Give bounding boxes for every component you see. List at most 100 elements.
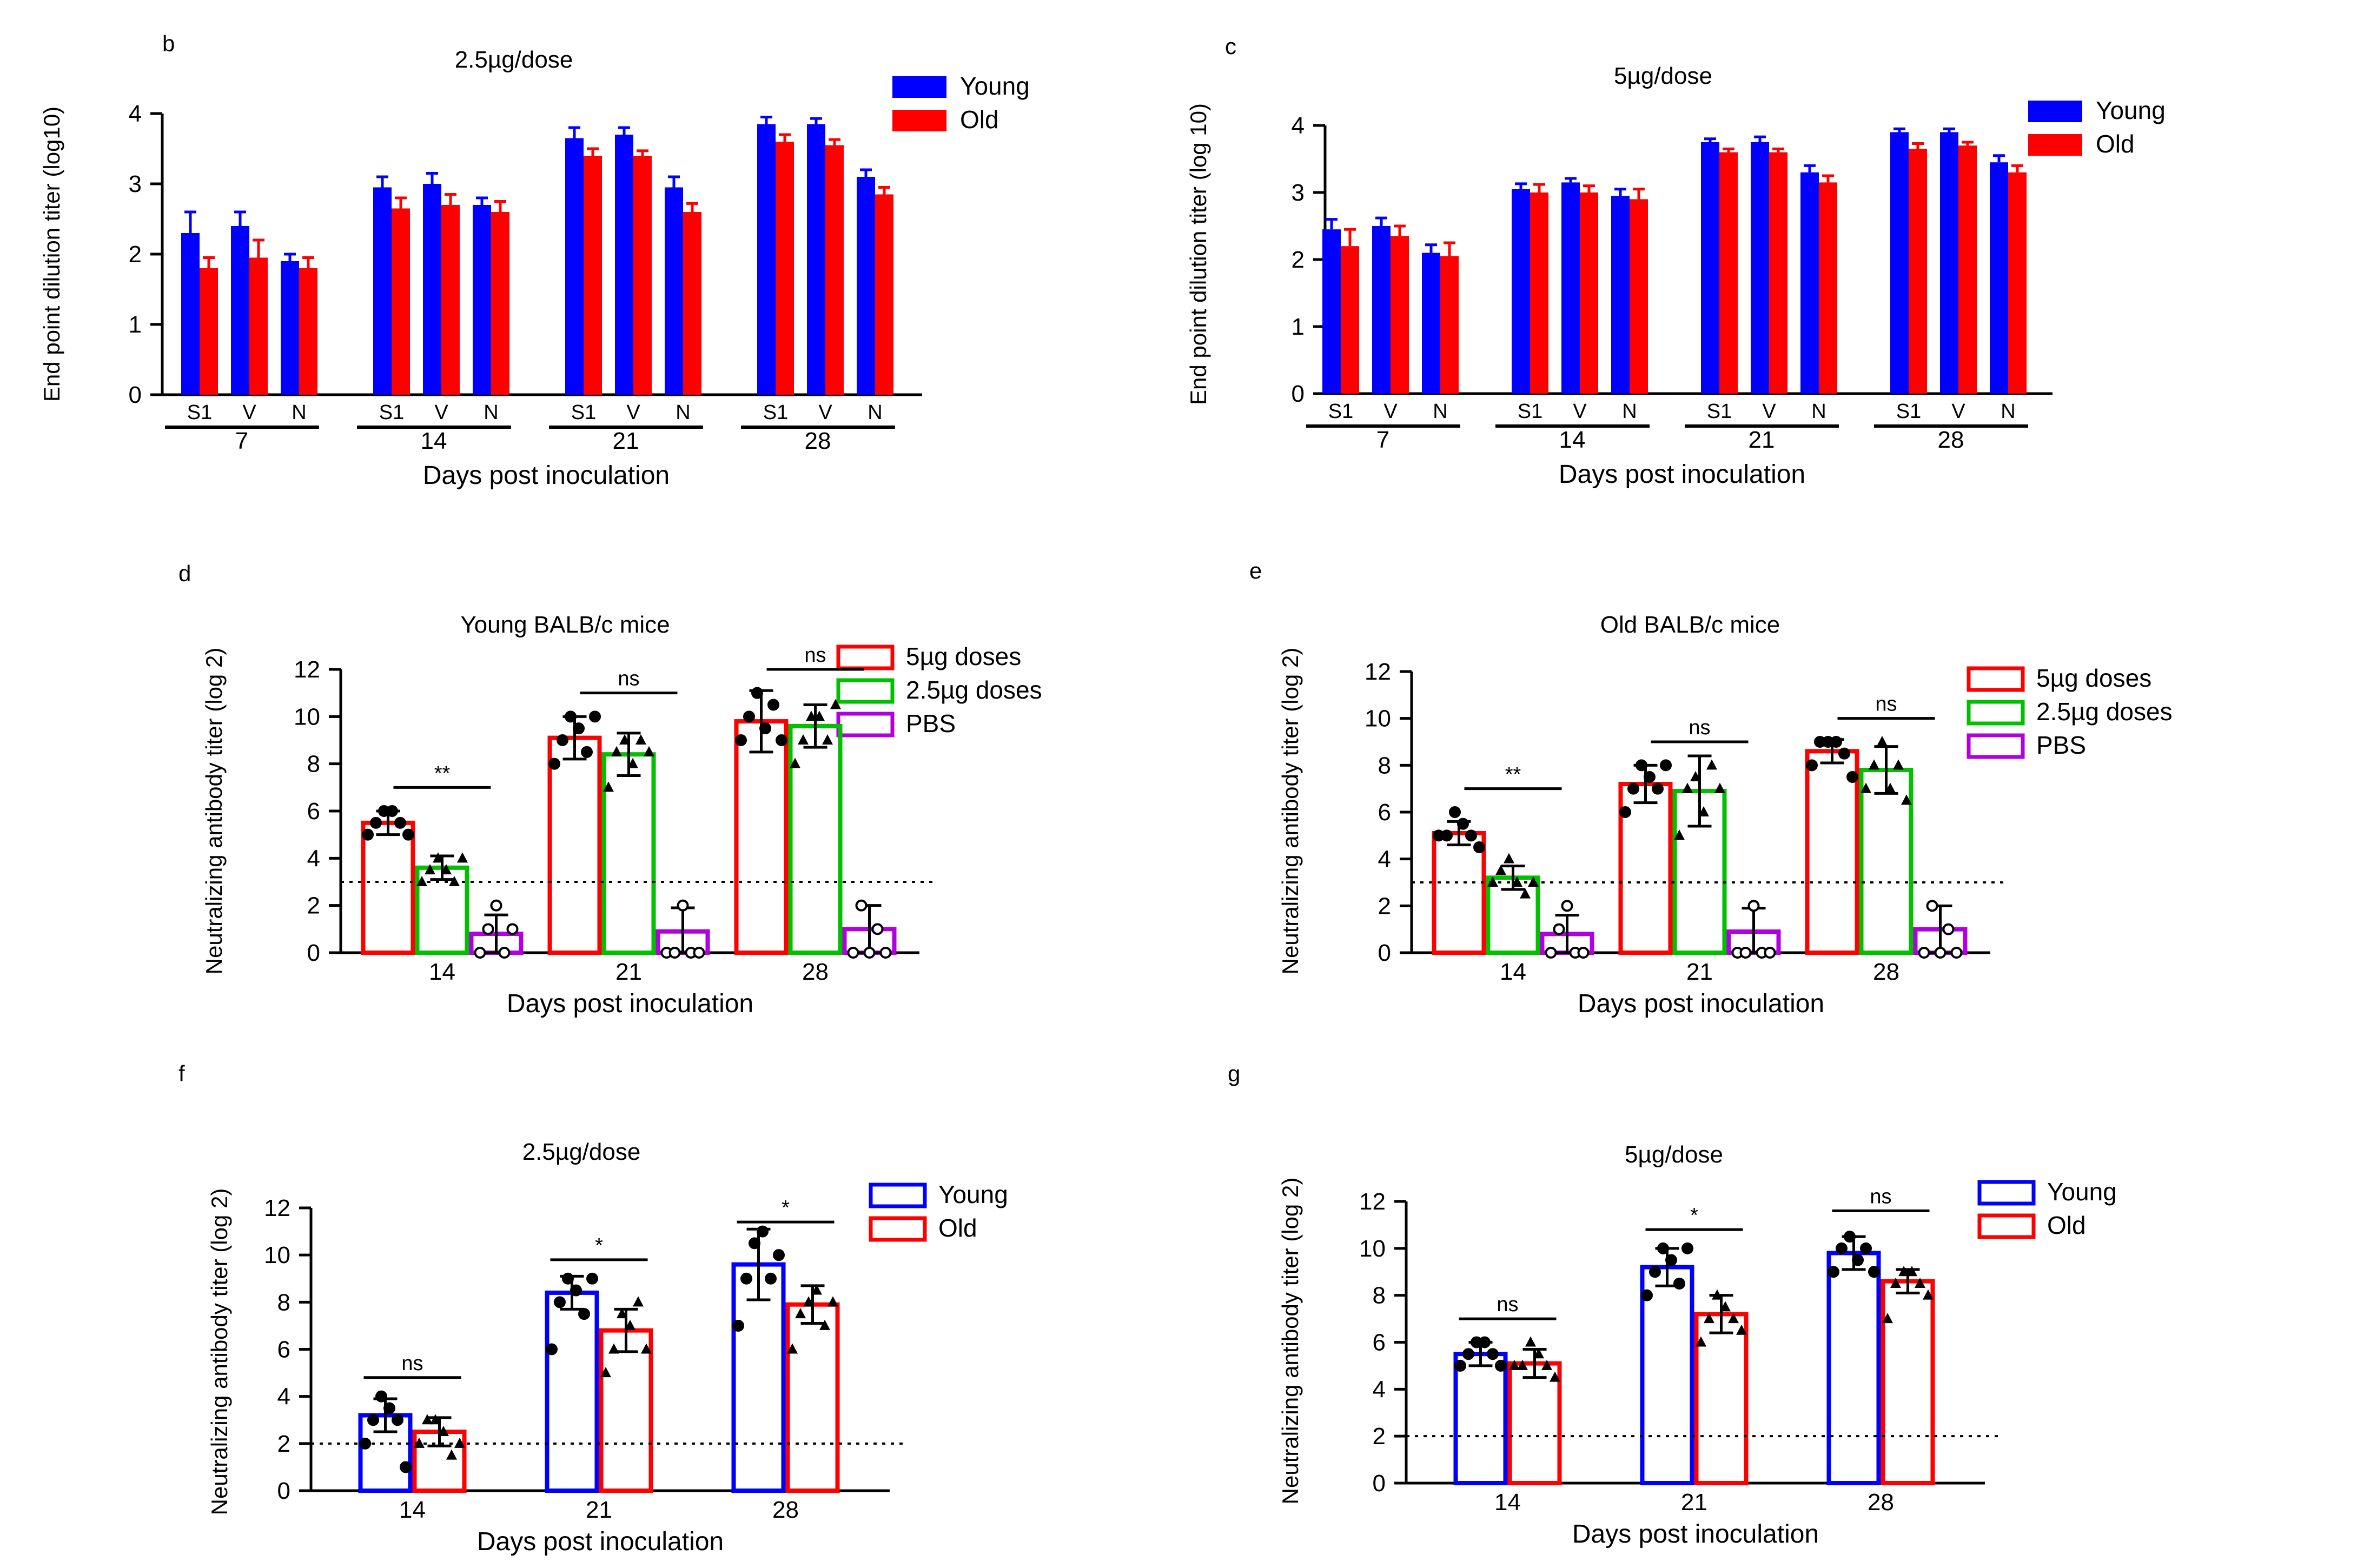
data-point: [1712, 1289, 1723, 1300]
data-point: [546, 1343, 558, 1356]
x-sub-label: S1: [379, 401, 404, 424]
bar-old: [599, 1328, 653, 1493]
data-point: [822, 734, 833, 745]
data-point: [1882, 1313, 1893, 1324]
bar-old: [1769, 152, 1787, 394]
bar-old: [1580, 192, 1598, 394]
data-point: [625, 1319, 635, 1330]
data-point: [1550, 1371, 1560, 1382]
y-tick-label: 12: [1359, 1188, 1386, 1215]
bar-5-g-doses: [547, 735, 602, 955]
y-tick-label: 6: [277, 1337, 290, 1363]
x-group-label: 28: [805, 428, 831, 454]
data-point: [765, 1272, 777, 1285]
data-point: [855, 899, 868, 912]
data-point: [749, 1237, 760, 1250]
x-sub-label: N: [676, 401, 690, 424]
y-tick-label: 0: [1373, 1470, 1386, 1497]
x-sub-label: V: [242, 401, 256, 424]
panel-f: f 2.5µg/dose 0 2 4 6 8 10 12 Neutralizing antibod…: [178, 1061, 1008, 1556]
panel-label: g: [1228, 1061, 1240, 1086]
bar-young: [665, 187, 683, 395]
bar-young: [1890, 132, 1909, 394]
data-point: [1868, 1266, 1880, 1278]
data-point: [847, 947, 859, 959]
data-point: [1898, 1266, 1909, 1277]
y-axis-label: End point dilution titer (log10): [39, 107, 64, 402]
y-tick-label: 4: [307, 845, 320, 872]
x-sub-label: N: [1622, 400, 1637, 423]
data-point: [759, 722, 771, 735]
panel-label: f: [178, 1061, 185, 1086]
panel-label: e: [1249, 558, 1262, 583]
data-point: [1649, 1266, 1661, 1278]
legend-label: Young: [960, 72, 1030, 100]
bar-young: [757, 124, 776, 395]
y-tick-label: 0: [1292, 381, 1305, 407]
chart-title: 5µg/dose: [1614, 63, 1712, 89]
bar-young: [1701, 142, 1719, 394]
data-point: [1926, 900, 1938, 912]
bar-young: [1751, 142, 1769, 394]
bar-5-g-doses: [361, 820, 415, 955]
y-tick-label: 4: [1373, 1376, 1386, 1403]
data-point: [402, 828, 414, 841]
legend-swatch: [2028, 134, 2082, 156]
significance-label: ns: [804, 644, 826, 667]
y-axis-label: End point dilution titer (log 10): [1186, 103, 1211, 405]
significance-label: ns: [1689, 716, 1710, 739]
bar-old: [1881, 1279, 1935, 1486]
bar-old: [875, 194, 893, 395]
bar-old: [299, 268, 317, 395]
data-point: [751, 687, 763, 699]
bar-old: [491, 212, 509, 395]
y-tick-label: 0: [1378, 940, 1391, 966]
data-point: [578, 1308, 590, 1320]
y-tick-label: 3: [1292, 180, 1305, 206]
data-point: [1950, 947, 1963, 959]
data-point: [430, 1414, 441, 1425]
y-tick-label: 8: [277, 1289, 290, 1315]
data-point: [827, 1296, 838, 1307]
data-point: [1652, 782, 1664, 795]
x-axis-label: Days post inoculation: [507, 989, 753, 1018]
bar-young: [615, 135, 633, 395]
data-point: [1869, 759, 1879, 770]
data-point: [814, 710, 825, 721]
legend-swatch: [2028, 101, 2082, 122]
x-sub-label: N: [1433, 400, 1447, 423]
data-point: [386, 805, 398, 817]
data-point: [798, 734, 809, 745]
data-point: [1942, 923, 1955, 935]
data-point: [806, 710, 817, 721]
data-point: [375, 1390, 387, 1403]
y-tick-label: 2: [277, 1431, 290, 1457]
y-tick-label: 8: [307, 751, 320, 778]
x-sub-label: V: [434, 401, 448, 424]
bar-2-5-g-doses: [1859, 768, 1914, 955]
y-tick-label: 12: [264, 1195, 290, 1221]
chart-title: Young BALB/c mice: [460, 612, 670, 638]
y-tick-label: 4: [277, 1384, 290, 1410]
x-group-label: 14: [1559, 427, 1586, 453]
bar-young: [545, 1290, 599, 1493]
data-point: [1764, 947, 1776, 959]
bar-young: [1940, 132, 1958, 394]
data-point: [562, 1272, 574, 1285]
y-tick-label: 2: [129, 241, 142, 268]
bar-old: [1391, 236, 1409, 394]
data-point: [600, 1367, 611, 1378]
data-point: [1673, 1277, 1685, 1290]
data-point: [554, 1296, 566, 1308]
data-point: [1487, 1348, 1499, 1360]
data-point: [871, 923, 884, 935]
data-point: [1714, 782, 1725, 793]
x-axis-label: Days post inoculation: [1572, 1520, 1819, 1549]
panel-c: c 5µg/dose 0 1 2 3 4 End point dilution titer (…: [1186, 34, 2166, 489]
data-point: [565, 710, 577, 723]
data-point: [1698, 806, 1709, 816]
data-point: [498, 947, 511, 959]
data-point: [863, 947, 876, 959]
data-point: [370, 816, 382, 829]
bar-old: [1341, 246, 1359, 394]
